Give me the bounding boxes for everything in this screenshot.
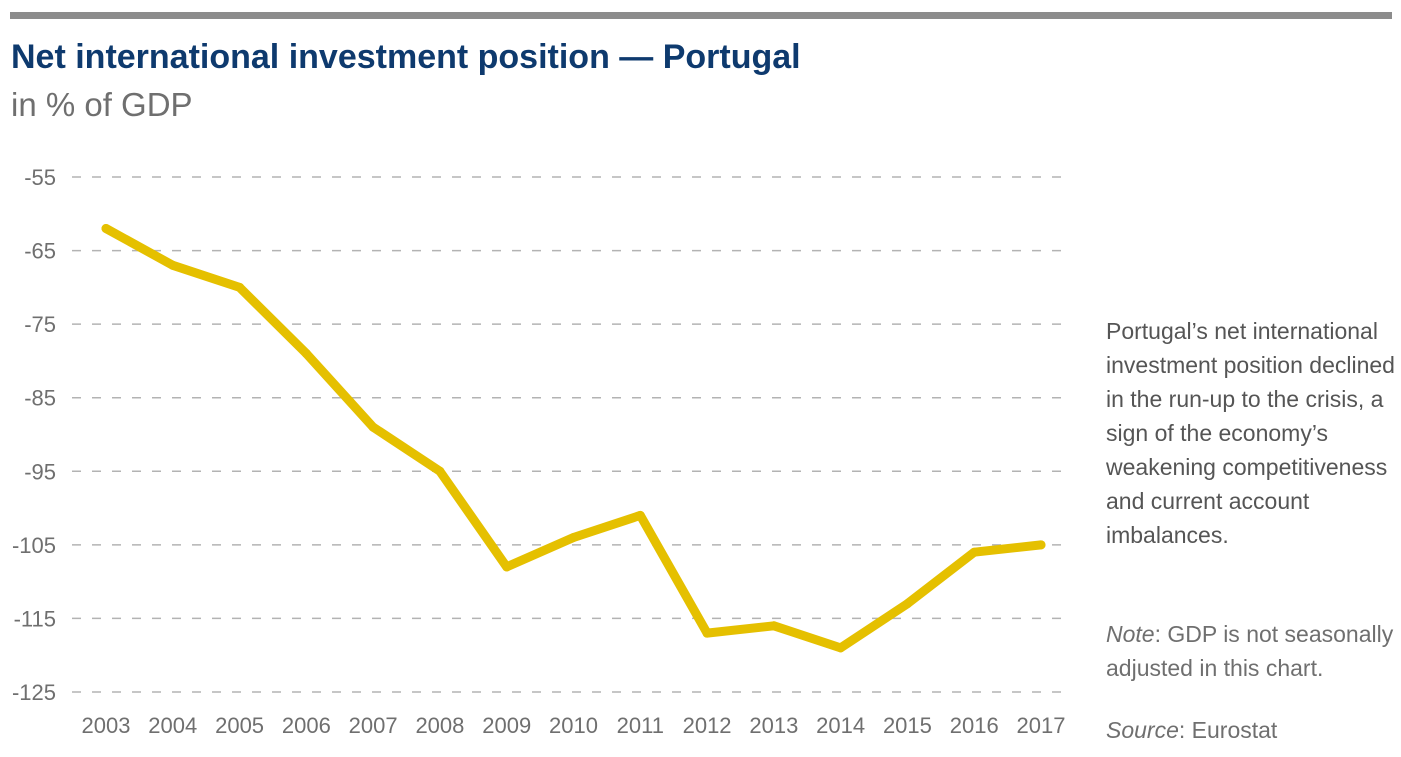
y-tick-label: -75 <box>24 312 56 337</box>
data-point <box>168 260 178 270</box>
y-tick-label: -95 <box>24 459 56 484</box>
x-tick-label: 2013 <box>749 713 798 738</box>
data-point <box>435 466 445 476</box>
data-point <box>368 422 378 432</box>
x-tick-label: 2006 <box>282 713 331 738</box>
x-tick-label: 2004 <box>148 713 197 738</box>
line-chart: -55 -65 -75 -85 -95 -105 -115 -125 2003 2004 2005 2… <box>12 165 1072 738</box>
data-point <box>902 599 912 609</box>
x-tick-label: 2007 <box>349 713 398 738</box>
data-point <box>502 562 512 572</box>
x-tick-label: 2015 <box>883 713 932 738</box>
x-tick-label: 2003 <box>82 713 131 738</box>
chart-annotation: Portugal’s net international investment … <box>1106 318 1395 548</box>
chart-source: Source: Eurostat <box>1106 717 1277 744</box>
note-label: Note <box>1106 621 1155 647</box>
chart-note: Note: GDP is not seasonally adjusted in … <box>1106 617 1396 685</box>
data-point <box>301 349 311 359</box>
y-tick-label: -115 <box>14 606 56 631</box>
x-tick-label: 2008 <box>415 713 464 738</box>
top-rule <box>10 12 1392 19</box>
data-point <box>569 533 578 542</box>
x-tick-label: 2017 <box>1017 713 1066 738</box>
source-label: Source <box>1106 717 1179 743</box>
data-point <box>235 282 245 292</box>
y-tick-label: -85 <box>24 386 56 411</box>
x-tick-label: 2010 <box>549 713 598 738</box>
x-tick-label: 2005 <box>215 713 264 738</box>
y-tick-label: -65 <box>24 239 56 264</box>
data-point <box>769 621 779 631</box>
note-text: : GDP is not seasonally adjusted in this… <box>1106 621 1394 681</box>
x-tick-label: 2016 <box>950 713 999 738</box>
x-tick-label: 2012 <box>683 713 732 738</box>
chart-title: Net international investment position — … <box>11 38 801 76</box>
series-line <box>101 224 1046 653</box>
y-tick-label: -55 <box>24 165 56 190</box>
x-tick-label: 2011 <box>617 713 664 738</box>
x-tick-label: 2014 <box>816 713 865 738</box>
chart-subtitle: in % of GDP <box>11 86 193 123</box>
source-text: : Eurostat <box>1178 717 1278 743</box>
y-tick-label: -125 <box>12 680 56 705</box>
data-point <box>635 510 645 520</box>
data-point <box>101 224 111 233</box>
x-tick-label: 2009 <box>482 713 531 738</box>
data-point <box>702 628 712 638</box>
y-tick-label: -105 <box>12 533 56 558</box>
data-point <box>1036 540 1046 550</box>
data-point <box>969 547 979 557</box>
data-point <box>836 643 846 653</box>
